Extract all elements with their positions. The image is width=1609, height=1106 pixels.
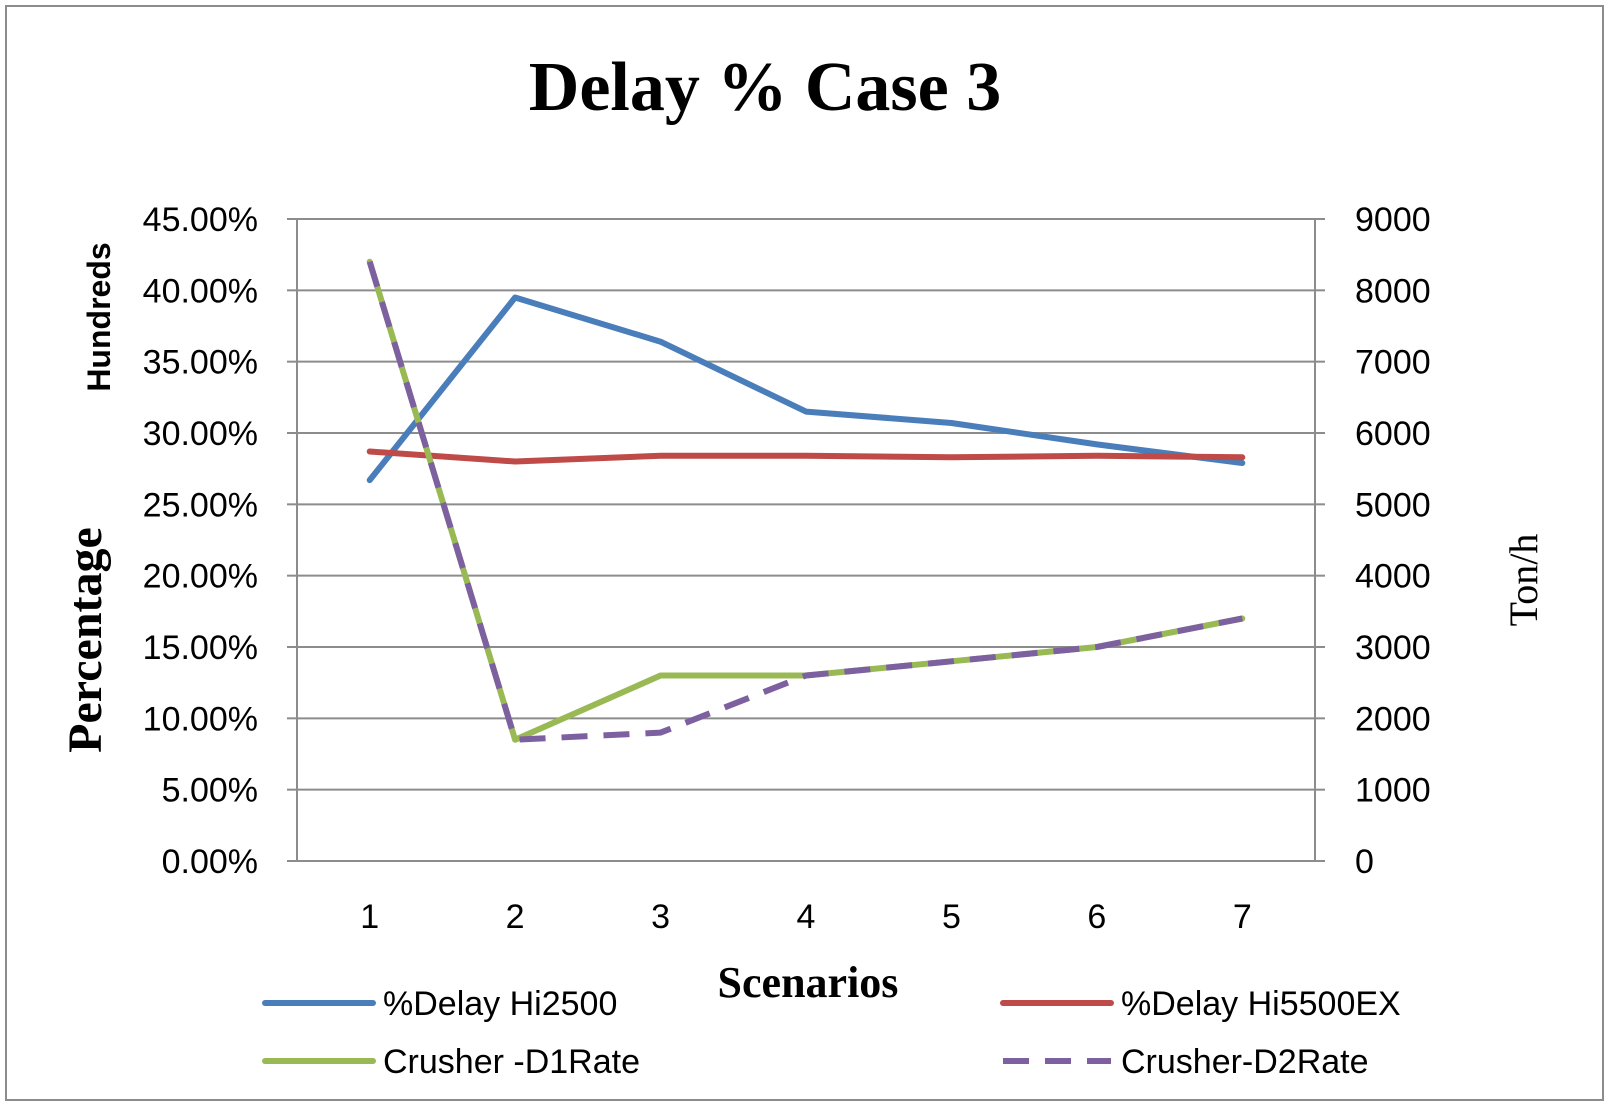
x-axis-tick-label: 6: [1087, 898, 1106, 936]
right-axis-tick-label: 5000: [1355, 486, 1431, 524]
right-axis-tick-label: 6000: [1355, 415, 1431, 453]
x-axis-tick-label: 7: [1233, 898, 1252, 936]
right-axis-tick-label: 1000: [1355, 772, 1431, 810]
series-line-delay-hi5500ex: [366, 448, 1246, 465]
right-axis-tick-label: 4000: [1355, 558, 1431, 596]
legend-label: Crusher -D1Rate: [383, 1043, 640, 1081]
x-axis-tick-labels: 1 2 3 4 5 6 7: [360, 898, 1251, 936]
right-axis-tick-label: 0: [1355, 843, 1374, 881]
x-axis-title: Scenarios: [718, 958, 899, 1007]
left-axis-units-label: Hundreds: [81, 242, 117, 391]
right-axis-tick-label: 8000: [1355, 272, 1431, 310]
legend-item-delay-hi2500: %Delay Hi2500: [262, 985, 617, 1023]
left-axis-tick-label: 20.00%: [143, 558, 258, 596]
right-axis-tick-label: 2000: [1355, 700, 1431, 738]
left-axis-tick-label: 10.00%: [143, 700, 258, 738]
left-axis-tick-labels: 0.00% 5.00% 10.00% 15.00% 20.00% 25.00% 30.00%…: [143, 201, 258, 881]
series-line-delay-hi2500: [366, 294, 1246, 484]
left-axis-tick-label: 45.00%: [143, 201, 258, 239]
x-axis-tick-label: 4: [797, 898, 816, 936]
gridlines: [297, 218, 1315, 791]
chart-title: Delay % Case 3: [529, 49, 1001, 126]
legend-label: %Delay Hi2500: [383, 985, 617, 1023]
legend-label: %Delay Hi5500EX: [1121, 985, 1401, 1023]
legend-item-crusher-d1rate: Crusher -D1Rate: [262, 1043, 640, 1081]
right-axis-tick-label: 3000: [1355, 629, 1431, 667]
series-lines: [366, 258, 1246, 743]
legend-item-crusher-d2rate: Crusher-D2Rate: [1003, 1043, 1369, 1081]
left-axis-tick-label: 5.00%: [162, 772, 258, 810]
left-axis-tick-label: 40.00%: [143, 272, 258, 310]
x-axis-tick-label: 5: [942, 898, 961, 936]
x-axis-tick-label: 2: [506, 898, 525, 936]
legend: %Delay Hi2500 %Delay Hi5500EX Crusher -D…: [262, 985, 1401, 1081]
legend-item-delay-hi5500ex: %Delay Hi5500EX: [1000, 985, 1401, 1023]
right-axis-tick-label: 7000: [1355, 344, 1431, 382]
x-axis-tick-label: 3: [651, 898, 670, 936]
left-axis-tick-label: 15.00%: [143, 629, 258, 667]
axes: [287, 218, 1325, 862]
x-axis-tick-label: 1: [360, 898, 379, 936]
legend-label: Crusher-D2Rate: [1121, 1043, 1369, 1081]
right-axis-tick-labels: 0 1000 2000 3000 4000 5000 6000 7000 8000 9000: [1355, 201, 1431, 881]
right-axis-title: Ton/h: [1501, 534, 1546, 627]
series-line-crusher-d2rate: [366, 260, 1243, 743]
left-axis-title: Percentage: [59, 527, 112, 753]
chart-border: [5, 5, 1604, 1101]
right-axis-tick-label: 9000: [1355, 201, 1431, 239]
left-axis-tick-label: 30.00%: [143, 415, 258, 453]
left-axis-tick-label: 25.00%: [143, 486, 258, 524]
left-axis-tick-label: 0.00%: [162, 843, 258, 881]
left-axis-tick-label: 35.00%: [143, 344, 258, 382]
